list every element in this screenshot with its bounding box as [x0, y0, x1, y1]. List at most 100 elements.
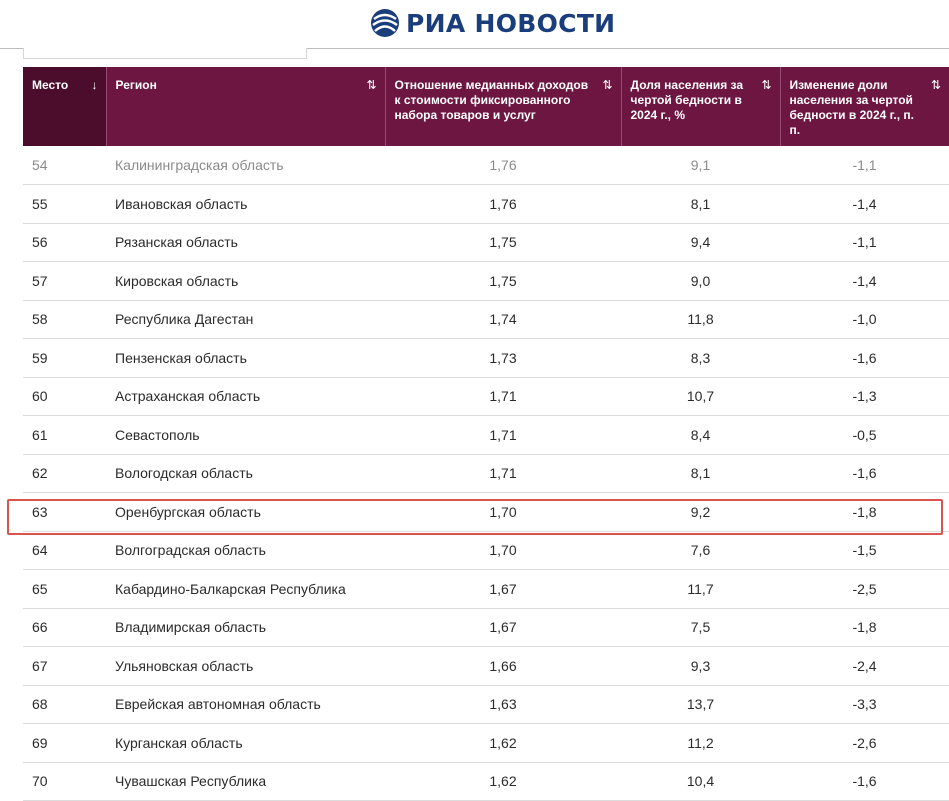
cell-poverty-change: -1,1 [780, 223, 949, 262]
cell-poverty-change: -1,6 [780, 454, 949, 493]
cell-income-ratio: 1,71 [385, 454, 621, 493]
cell-poverty-share: 8,3 [621, 338, 780, 378]
column-header-label: Изменение доли населения за чертой бедно… [789, 78, 915, 137]
cell-rank: 61 [23, 415, 106, 455]
cell-region: Курганская область [106, 723, 385, 763]
search-box[interactable] [23, 48, 307, 59]
column-header-region[interactable]: Регион ⇅ [105, 67, 385, 146]
table-row: 55 Ивановская область 1,76 8,1 -1,4 [23, 184, 949, 224]
cell-poverty-change: -2,6 [780, 723, 949, 763]
cell-poverty-change: -2,4 [780, 646, 949, 686]
cell-rank: 58 [23, 300, 106, 339]
cell-poverty-share: 7,6 [621, 531, 780, 570]
cell-rank: 60 [23, 377, 106, 416]
cell-poverty-share: 11,2 [621, 723, 780, 763]
cell-poverty-share: 9,1 [621, 146, 780, 185]
cell-poverty-change: -1,8 [780, 608, 949, 647]
cell-rank: 55 [23, 184, 106, 224]
cell-poverty-change: -1,4 [780, 261, 949, 301]
column-header-poverty-share[interactable]: Доля населения за чертой бедности в 2024… [620, 67, 780, 146]
cell-poverty-change: -1,1 [780, 146, 949, 185]
cell-poverty-share: 9,4 [621, 223, 780, 262]
cell-region: Кабардино-Балкарская Республика [106, 569, 385, 609]
table-row: 57 Кировская область 1,75 9,0 -1,4 [23, 261, 949, 301]
cell-poverty-change: -1,3 [780, 377, 949, 416]
cell-region: Кировская область [106, 261, 385, 301]
cell-rank: 69 [23, 723, 106, 763]
column-header-poverty-change[interactable]: Изменение доли населения за чертой бедно… [779, 67, 949, 146]
cell-poverty-change: -2,5 [780, 569, 949, 609]
cell-poverty-share: 8,4 [621, 415, 780, 455]
sort-toggle-icon[interactable]: ⇅ [366, 78, 377, 92]
cell-poverty-change: -1,4 [780, 184, 949, 224]
cell-income-ratio: 1,62 [385, 762, 621, 801]
cell-income-ratio: 1,63 [385, 685, 621, 724]
cell-poverty-share: 10,7 [621, 377, 780, 416]
sort-toggle-icon[interactable]: ⇅ [930, 78, 941, 92]
cell-rank: 65 [23, 569, 106, 609]
table-row: 68 Еврейская автономная область 1,63 13,7 -3… [23, 685, 949, 724]
cell-region: Ульяновская область [106, 646, 385, 686]
cell-poverty-share: 7,5 [621, 608, 780, 647]
cell-region: Калининградская область [106, 146, 385, 185]
cell-region: Республика Дагестан [106, 300, 385, 339]
cell-region: Владимирская область [106, 608, 385, 647]
cell-income-ratio: 1,66 [385, 646, 621, 686]
cell-poverty-share: 10,4 [621, 762, 780, 801]
cell-poverty-change: -1,8 [780, 492, 949, 532]
table-row: 69 Курганская область 1,62 11,2 -2,6 [23, 723, 949, 763]
table-row: 63 Оренбургская область 1,70 9,2 -1,8 [23, 492, 949, 532]
cell-rank: 57 [23, 261, 106, 301]
column-header-label: Доля населения за чертой бедности в 2024… [630, 78, 744, 122]
cell-poverty-share: 8,1 [621, 184, 780, 224]
cell-region: Вологодская область [106, 454, 385, 493]
table-row: 59 Пензенская область 1,73 8,3 -1,6 [23, 338, 949, 378]
cell-poverty-share: 13,7 [621, 685, 780, 724]
sort-toggle-icon[interactable]: ⇅ [761, 78, 772, 92]
cell-region: Астраханская область [106, 377, 385, 416]
cell-rank: 64 [23, 531, 106, 570]
column-header-rank[interactable]: Место ↓ [23, 67, 106, 146]
logo-text: РИА НОВОСТИ [406, 8, 616, 38]
cell-income-ratio: 1,74 [385, 300, 621, 339]
cell-poverty-change: -1,6 [780, 762, 949, 801]
cell-rank: 63 [23, 492, 106, 532]
ranking-table: Место ↓ Регион ⇅ Отношение медианных доходов… [23, 67, 949, 801]
sort-toggle-icon[interactable]: ⇅ [602, 78, 613, 92]
globe-icon [370, 8, 400, 38]
table-row: 64 Волгоградская область 1,70 7,6 -1,5 [23, 531, 949, 570]
table-header-row: Место ↓ Регион ⇅ Отношение медианных доходов… [23, 67, 949, 146]
cell-rank: 68 [23, 685, 106, 724]
cell-rank: 54 [23, 146, 106, 185]
cell-poverty-change: -3,3 [780, 685, 949, 724]
table-body: 54 Калининградская область 1,76 9,1 -1,1 55 Ив… [23, 146, 949, 801]
cell-income-ratio: 1,70 [385, 531, 621, 570]
cell-poverty-change: -1,0 [780, 300, 949, 339]
cell-income-ratio: 1,67 [385, 569, 621, 609]
table-row: 66 Владимирская область 1,67 7,5 -1,8 [23, 608, 949, 647]
cell-poverty-change: -1,6 [780, 338, 949, 378]
table-row: 58 Республика Дагестан 1,74 11,8 -1,0 [23, 300, 949, 339]
cell-rank: 66 [23, 608, 106, 647]
cell-region: Рязанская область [106, 223, 385, 262]
sort-down-icon[interactable]: ↓ [91, 78, 98, 92]
cell-poverty-share: 9,0 [621, 261, 780, 301]
cell-income-ratio: 1,71 [385, 377, 621, 416]
cell-income-ratio: 1,62 [385, 723, 621, 763]
cell-poverty-change: -0,5 [780, 415, 949, 455]
cell-poverty-share: 11,8 [621, 300, 780, 339]
cell-rank: 62 [23, 454, 106, 493]
cell-region: Оренбургская область [106, 492, 385, 532]
cell-region: Севастополь [106, 415, 385, 455]
cell-income-ratio: 1,70 [385, 492, 621, 532]
column-header-income-ratio[interactable]: Отношение медианных доходов к стоимости … [384, 67, 621, 146]
cell-income-ratio: 1,75 [385, 261, 621, 301]
column-header-label: Отношение медианных доходов к стоимости … [394, 78, 589, 122]
cell-region: Ивановская область [106, 184, 385, 224]
table-row: 62 Вологодская область 1,71 8,1 -1,6 [23, 454, 949, 493]
cell-region: Волгоградская область [106, 531, 385, 570]
cell-poverty-change: -1,5 [780, 531, 949, 570]
cell-income-ratio: 1,71 [385, 415, 621, 455]
ria-logo[interactable]: РИА НОВОСТИ [370, 6, 615, 40]
cell-income-ratio: 1,73 [385, 338, 621, 378]
